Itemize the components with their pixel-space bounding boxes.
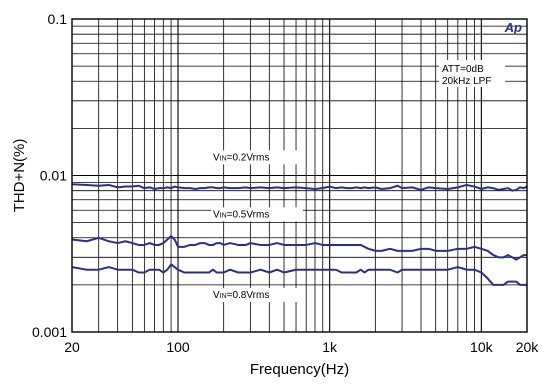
conditions-box: ATT=0dB 20kHz LPF <box>439 60 505 87</box>
x-tick-label: 20k <box>516 339 540 355</box>
y-axis-title: THD+N(%) <box>11 139 28 213</box>
series-line <box>71 235 527 261</box>
series-label-subscript: IN <box>220 155 227 162</box>
conditions-line-att: ATT=0dB <box>442 64 484 75</box>
tick-labels: 20 100 1k 10k 20k 0.1 0.01 0.001 <box>32 11 539 355</box>
x-tick-label: 100 <box>166 339 190 355</box>
series-label-prefix: V <box>213 290 220 301</box>
series-label-suffix: =0.8Vrms <box>227 290 270 301</box>
x-tick-label: 1k <box>322 339 338 355</box>
y-tick-label: 0.001 <box>32 324 67 340</box>
series-line <box>71 183 528 192</box>
series-label-suffix: =0.2Vrms <box>227 152 270 163</box>
conditions-line-lpf: 20kHz LPF <box>442 76 491 87</box>
series-label-background <box>210 150 303 165</box>
series-label-subscript: IN <box>220 212 227 219</box>
series-label: VIN=0.2Vrms <box>213 152 269 163</box>
series-label-background <box>210 287 303 302</box>
y-tick-label: 0.01 <box>40 168 67 184</box>
conditions-background <box>439 60 505 87</box>
series-label-suffix: =0.5Vrms <box>227 209 270 220</box>
plot-frame <box>71 18 528 333</box>
x-axis-title: Frequency(Hz) <box>250 361 349 378</box>
series-label-prefix: V <box>213 209 220 220</box>
ap-logo: Ap <box>504 20 522 35</box>
x-tick-label: 20 <box>64 339 80 355</box>
series-label: VIN=0.8Vrms <box>213 290 269 301</box>
series-lines <box>71 183 528 286</box>
x-tick-label: 10k <box>470 339 494 355</box>
series-label-background <box>210 207 303 222</box>
y-tick-label: 0.1 <box>48 11 68 27</box>
series-line <box>71 263 527 286</box>
series-label: VIN=0.5Vrms <box>213 209 269 220</box>
series-label-subscript: IN <box>220 293 227 300</box>
series-label-prefix: V <box>213 152 220 163</box>
